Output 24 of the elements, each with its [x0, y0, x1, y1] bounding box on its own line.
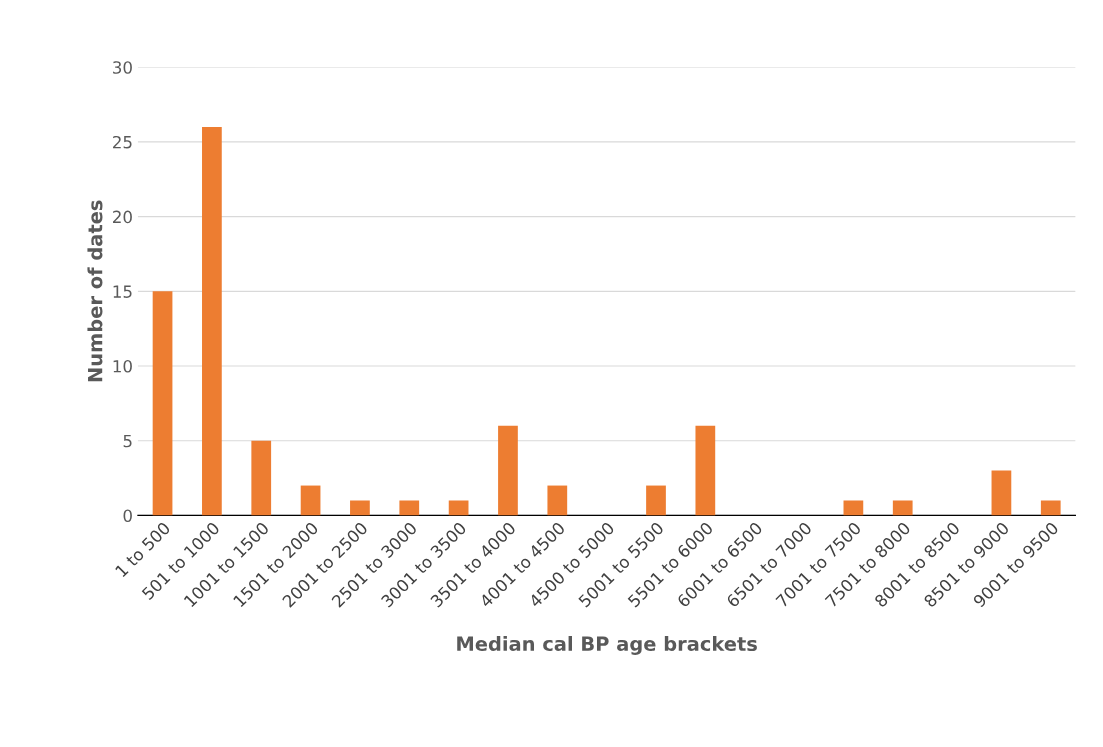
y-tick-label: 15 — [113, 285, 132, 298]
bar — [646, 485, 666, 516]
bar — [843, 500, 864, 516]
bar — [251, 440, 272, 516]
y-tick-label: 25 — [113, 135, 132, 149]
bar — [399, 500, 420, 516]
bar — [350, 500, 370, 516]
y-tick-label: 20 — [113, 210, 132, 224]
bar — [547, 485, 568, 516]
bar — [498, 425, 518, 516]
bar — [448, 500, 469, 516]
bar — [300, 485, 321, 516]
bar — [695, 425, 716, 516]
y-tick-label: 10 — [113, 359, 132, 373]
bar — [202, 126, 222, 516]
bar — [1040, 500, 1061, 516]
bar — [892, 500, 913, 516]
bar — [991, 470, 1012, 516]
y-tick-label: 0 — [123, 509, 132, 522]
y-tick-label: 30 — [113, 61, 132, 74]
x-axis-title: Median cal BP age brackets — [457, 636, 757, 655]
y-axis-title: Number of dates — [87, 200, 103, 382]
y-tick-label: 5 — [123, 434, 132, 448]
bar — [152, 291, 173, 516]
